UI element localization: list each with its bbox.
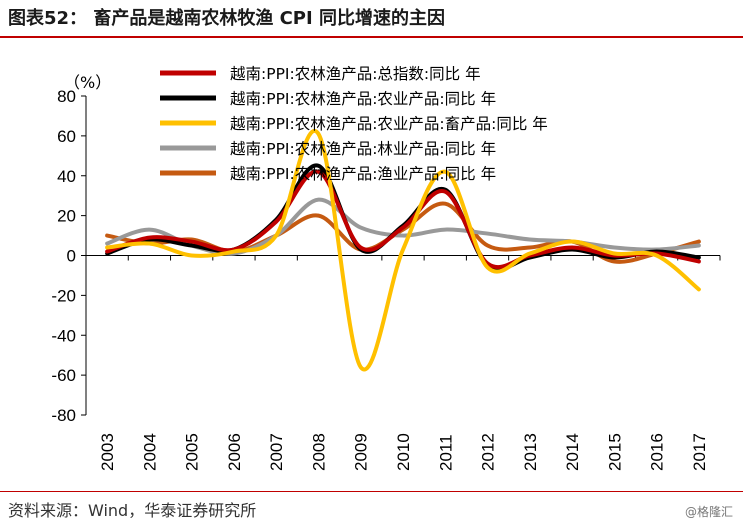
y-tick-label: 40	[57, 167, 76, 186]
y-tick-label: -20	[51, 286, 76, 305]
x-tick-label: 2011	[436, 434, 455, 471]
legend-label-3: 越南:PPI:农林渔产品:农业产品:畜产品:同比 年	[230, 115, 548, 133]
y-tick-label: -40	[51, 326, 76, 345]
x-tick-label: 2007	[267, 433, 286, 471]
x-tick-label: 2008	[309, 433, 328, 471]
x-tick-label: 2009	[352, 433, 371, 471]
series-line-1	[105, 169, 701, 270]
x-tick-label: 2013	[521, 433, 540, 471]
legend-label-5: 越南:PPI:农林渔产品:渔业产品:同比 年	[230, 165, 496, 183]
title-divider	[0, 36, 743, 38]
legend-label-2: 越南:PPI:农林渔产品:农业产品:同比 年	[230, 90, 496, 108]
y-tick-label: -60	[51, 366, 76, 385]
y-tick-label: -80	[51, 406, 76, 425]
x-tick-label: 2006	[225, 433, 244, 471]
x-tick-label: 2005	[183, 433, 202, 471]
x-tick-label: 2012	[479, 433, 498, 471]
source-note: 资料来源：Wind，华泰证券研究所	[8, 501, 257, 520]
y-tick-label: 0	[67, 247, 76, 266]
y-tick-label: 60	[57, 127, 76, 146]
y-tick-label: 20	[57, 207, 76, 226]
x-tick-label: 2003	[98, 433, 117, 471]
x-tick-label: 2014	[563, 433, 582, 471]
series-line-3	[105, 128, 701, 372]
legend-label-4: 越南:PPI:农林渔产品:林业产品:同比 年	[230, 140, 496, 158]
chart-title: 图表52： 畜产品是越南农林牧渔 CPI 同比增速的主因	[8, 8, 445, 29]
x-tick-label: 2010	[394, 433, 413, 471]
legend-label-1: 越南:PPI:农林渔产品:总指数:同比 年	[230, 65, 481, 83]
x-tick-label: 2016	[648, 433, 667, 471]
x-tick-label: 2015	[605, 433, 624, 471]
watermark-text: @格隆汇	[684, 505, 733, 519]
x-tick-label: 2017	[690, 433, 709, 471]
y-axis-unit: （%）	[64, 73, 111, 92]
x-tick-label: 2004	[140, 433, 159, 471]
y-tick-label: 80	[57, 87, 76, 106]
footer-divider	[0, 491, 743, 492]
line-chart: （%） -80 -60 -40 -20 0 20 40 60 80 2003 2004 2005 2006…	[51, 65, 721, 471]
